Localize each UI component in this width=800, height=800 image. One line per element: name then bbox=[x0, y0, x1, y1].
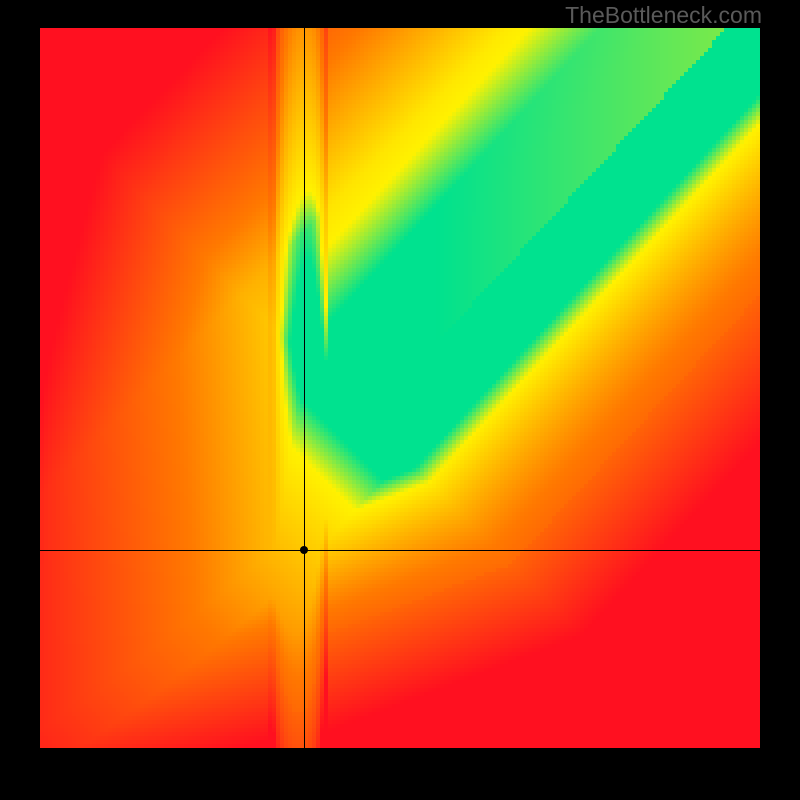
crosshair-horizontal bbox=[40, 550, 760, 551]
bottleneck-heatmap bbox=[40, 28, 760, 748]
chart-frame: TheBottleneck.com bbox=[0, 0, 800, 800]
watermark-label: TheBottleneck.com bbox=[565, 2, 762, 29]
crosshair-vertical bbox=[304, 28, 305, 748]
